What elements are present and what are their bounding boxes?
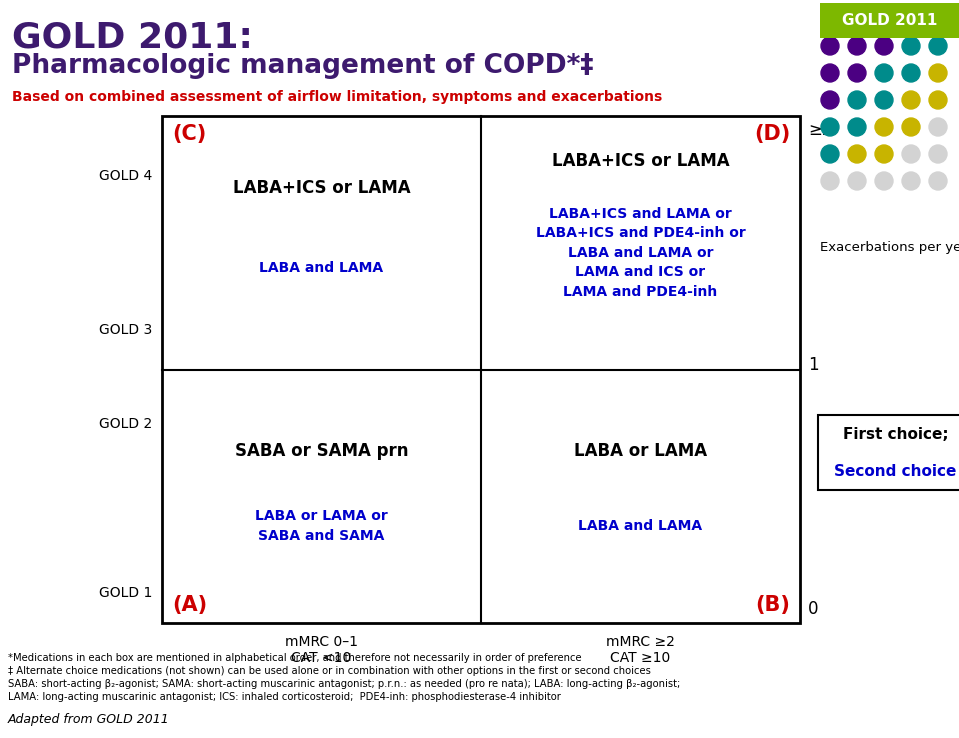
Circle shape — [821, 172, 839, 190]
Text: GOLD 2011:: GOLD 2011: — [12, 20, 253, 54]
Circle shape — [902, 91, 920, 109]
Circle shape — [848, 64, 866, 82]
Circle shape — [875, 172, 893, 190]
Text: (B): (B) — [755, 595, 790, 615]
Circle shape — [875, 118, 893, 136]
Circle shape — [929, 118, 947, 136]
Bar — [818, 415, 959, 489]
Text: First choice;: First choice; — [843, 427, 948, 442]
Text: mMRC ≥2
CAT ≥10: mMRC ≥2 CAT ≥10 — [606, 635, 675, 665]
Text: ≥2: ≥2 — [808, 121, 832, 139]
Text: 0: 0 — [808, 600, 818, 618]
Text: GOLD 3: GOLD 3 — [99, 323, 152, 337]
Text: GOLD 1: GOLD 1 — [99, 586, 152, 600]
Circle shape — [875, 91, 893, 109]
Circle shape — [929, 91, 947, 109]
Text: Based on combined assessment of airflow limitation, symptoms and exacerbations: Based on combined assessment of airflow … — [12, 90, 663, 104]
Circle shape — [902, 37, 920, 55]
Text: LABA and LAMA: LABA and LAMA — [578, 520, 703, 534]
Text: (D): (D) — [754, 124, 790, 144]
Circle shape — [848, 118, 866, 136]
Text: ‡ Alternate choice medications (not shown) can be used alone or in combination w: ‡ Alternate choice medications (not show… — [8, 666, 651, 676]
Circle shape — [821, 91, 839, 109]
Circle shape — [848, 91, 866, 109]
Circle shape — [848, 145, 866, 163]
Text: LABA or LAMA or
SABA and SAMA: LABA or LAMA or SABA and SAMA — [255, 509, 387, 543]
Text: mMRC 0–1
CAT <10: mMRC 0–1 CAT <10 — [285, 635, 358, 665]
Circle shape — [902, 172, 920, 190]
Text: LABA+ICS or LAMA: LABA+ICS or LAMA — [233, 179, 410, 197]
Circle shape — [875, 37, 893, 55]
Text: *Medications in each box are mentioned in alphabetical order, and therefore not : *Medications in each box are mentioned i… — [8, 653, 581, 663]
Circle shape — [821, 37, 839, 55]
Text: LABA+ICS and LAMA or
LABA+ICS and PDE4-inh or
LABA and LAMA or
LAMA and ICS or
L: LABA+ICS and LAMA or LABA+ICS and PDE4-i… — [536, 207, 745, 299]
Circle shape — [821, 145, 839, 163]
Circle shape — [902, 118, 920, 136]
Circle shape — [929, 145, 947, 163]
Circle shape — [902, 145, 920, 163]
Circle shape — [821, 118, 839, 136]
Circle shape — [929, 172, 947, 190]
Text: Second choice: Second choice — [834, 464, 957, 479]
Circle shape — [902, 64, 920, 82]
Text: 1: 1 — [808, 356, 819, 373]
Text: Pharmacologic management of COPD*‡: Pharmacologic management of COPD*‡ — [12, 53, 594, 79]
Circle shape — [929, 64, 947, 82]
Circle shape — [875, 145, 893, 163]
Text: SABA: short-acting β₂-agonist; SAMA: short-acting muscarinic antagonist; p.r.n.:: SABA: short-acting β₂-agonist; SAMA: sho… — [8, 679, 680, 689]
Text: SABA or SAMA prn: SABA or SAMA prn — [235, 442, 409, 461]
Text: (C): (C) — [172, 124, 206, 144]
Circle shape — [929, 37, 947, 55]
Circle shape — [848, 172, 866, 190]
Text: LABA or LAMA: LABA or LAMA — [573, 442, 707, 461]
Bar — [820, 3, 959, 38]
Circle shape — [875, 64, 893, 82]
Text: GOLD 2: GOLD 2 — [99, 418, 152, 432]
Text: LABA and LAMA: LABA and LAMA — [260, 261, 384, 275]
Text: (A): (A) — [172, 595, 207, 615]
Text: GOLD 2011: GOLD 2011 — [842, 13, 937, 28]
Text: LAMA: long-acting muscarinic antagonist; ICS: inhaled corticosteroid;  PDE4-inh:: LAMA: long-acting muscarinic antagonist;… — [8, 692, 561, 702]
Text: LABA+ICS or LAMA: LABA+ICS or LAMA — [551, 152, 729, 170]
Text: Adapted from GOLD 2011: Adapted from GOLD 2011 — [8, 713, 170, 726]
Circle shape — [821, 64, 839, 82]
Circle shape — [848, 37, 866, 55]
Text: GOLD 4: GOLD 4 — [99, 169, 152, 183]
Text: Exacerbations per year: Exacerbations per year — [820, 241, 959, 255]
Bar — [162, 116, 800, 623]
